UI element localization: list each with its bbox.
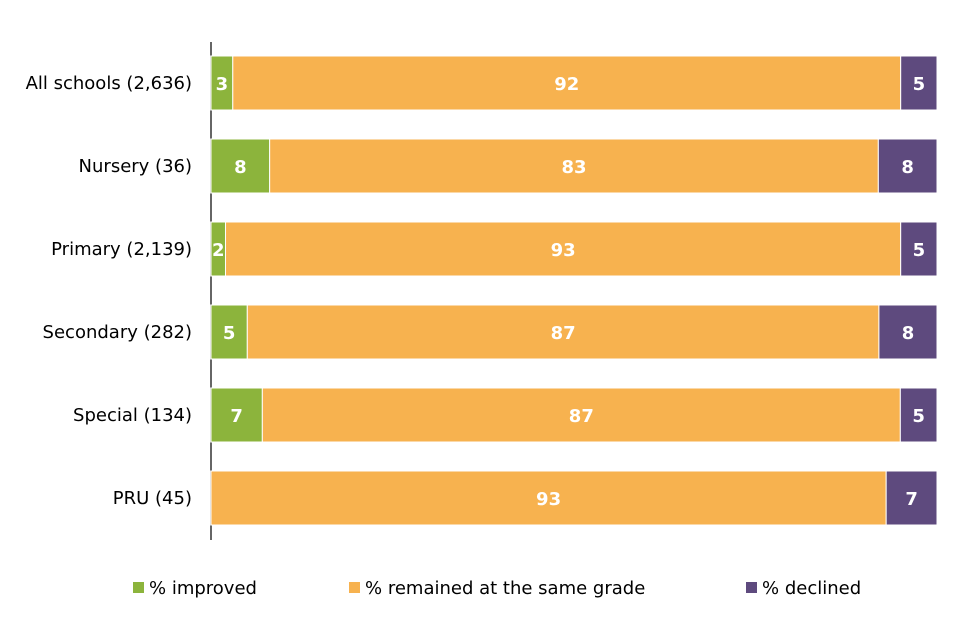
bar-segment xyxy=(269,138,879,194)
data-label: 83 xyxy=(561,157,586,178)
category-label: Special (134) xyxy=(73,405,192,426)
data-label: 5 xyxy=(913,240,926,261)
bar-segment xyxy=(877,138,938,194)
bar-segment xyxy=(261,387,901,443)
bar-segment xyxy=(210,387,263,443)
data-label: 8 xyxy=(901,157,914,178)
data-label: 87 xyxy=(569,406,594,427)
category-label: Nursery (36) xyxy=(79,156,192,177)
bar-segment xyxy=(225,221,902,277)
data-label: 87 xyxy=(551,323,576,344)
data-label: 93 xyxy=(536,489,561,510)
data-label: 2 xyxy=(212,240,225,261)
category-label: PRU (45) xyxy=(113,488,192,509)
bar-segment xyxy=(210,470,887,526)
data-label: 7 xyxy=(905,489,918,510)
bar-segment xyxy=(885,470,938,526)
data-label: 93 xyxy=(551,240,576,261)
data-label: 8 xyxy=(902,323,915,344)
bar-segment xyxy=(210,138,271,194)
data-label: 92 xyxy=(554,74,579,95)
legend-swatch xyxy=(349,582,360,593)
bar-segment xyxy=(900,55,938,111)
category-label: Secondary (282) xyxy=(43,322,192,343)
data-label: 3 xyxy=(216,74,229,95)
bar-segment xyxy=(899,387,938,443)
legend-label: % remained at the same grade xyxy=(365,578,645,599)
category-label: All schools (2,636) xyxy=(26,73,192,94)
data-label: 7 xyxy=(230,406,243,427)
data-label: 5 xyxy=(913,74,926,95)
data-label: 5 xyxy=(223,323,236,344)
legend-swatch xyxy=(746,582,757,593)
legend-swatch xyxy=(133,582,144,593)
bar-segment xyxy=(900,221,938,277)
bar-segment xyxy=(878,304,938,360)
category-label: Primary (2,139) xyxy=(51,239,192,260)
bar-segment xyxy=(246,304,880,360)
legend: % improved % remained at the same grade % … xyxy=(133,578,861,599)
legend-label: % improved xyxy=(149,578,257,599)
bar-segment xyxy=(232,55,902,111)
data-label: 8 xyxy=(234,157,247,178)
legend-label: % declined xyxy=(762,578,861,599)
data-label: 5 xyxy=(912,406,925,427)
